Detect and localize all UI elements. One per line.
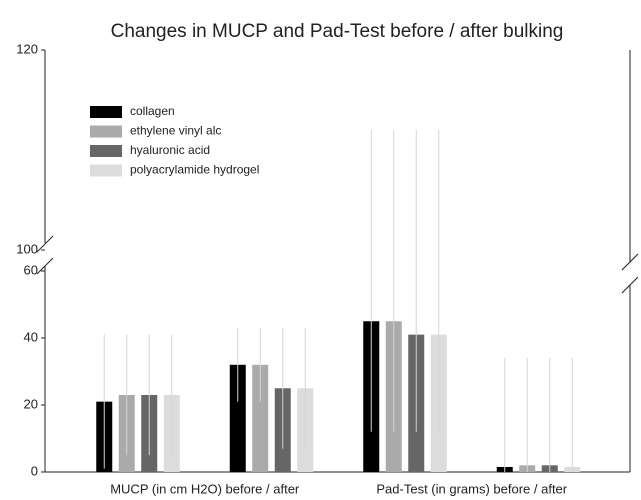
y-tick-label: 60 <box>24 262 38 277</box>
y-tick-label: 120 <box>16 41 38 56</box>
legend-swatch <box>90 164 122 177</box>
y-tick-label: 0 <box>31 463 38 478</box>
legend-swatch <box>90 106 122 118</box>
legend-swatch <box>90 145 122 157</box>
legend-label: ethylene vinyl alc <box>130 124 221 138</box>
break-mark <box>36 235 54 253</box>
chart-title: Changes in MUCP and Pad-Test before / af… <box>111 21 564 42</box>
legend-label: hyaluronic acid <box>130 143 210 157</box>
x-tick-label: Pad-Test (in grams) before / after <box>376 481 567 496</box>
x-tick-label: MUCP (in cm H2O) before / after <box>110 481 300 496</box>
legend-label: polyacrylamide hydrogel <box>130 163 259 177</box>
bar <box>229 364 246 472</box>
legend-swatch <box>90 125 122 138</box>
break-mark <box>36 257 54 275</box>
y-tick-label: 20 <box>24 396 38 411</box>
y-tick-label: 40 <box>24 329 38 344</box>
break-mark <box>621 276 639 294</box>
y-tick-label: 100 <box>16 241 38 256</box>
legend-label: collagen <box>130 104 175 118</box>
bar <box>252 364 269 472</box>
break-mark <box>621 253 639 271</box>
